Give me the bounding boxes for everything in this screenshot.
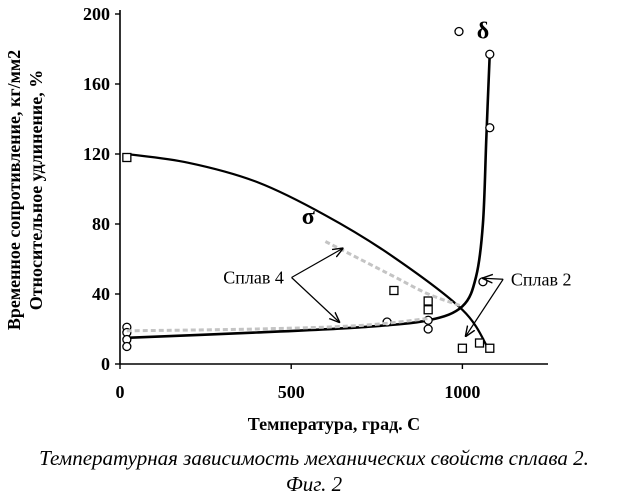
sigma-point (123, 154, 131, 162)
chart-svg: 0 40 80 120 160 200 0 500 1000 Температура, град.… (0, 0, 628, 440)
figure-caption: Температурная зависимость механических с… (0, 446, 628, 471)
y-tick-label: 160 (83, 74, 110, 94)
y-axis-title-1: Временное сопротивление, кг/мм2 (4, 50, 24, 330)
alloy-label: Сплав 4 (223, 268, 284, 288)
curve-symbol-label: δ (477, 19, 489, 45)
delta-point (424, 325, 432, 333)
x-tick-label: 500 (278, 382, 305, 402)
x-tick-label: 1000 (444, 382, 480, 402)
annotation-arrow (292, 278, 340, 323)
delta-curve (127, 53, 490, 338)
y-tick-label: 40 (92, 284, 110, 304)
sigma-point (458, 344, 466, 352)
y-axis-title-2: Относительное удлинение, % (26, 70, 46, 310)
annotation-arrow (466, 279, 503, 336)
x-axis-title: Температура, град. С (248, 414, 420, 434)
annotation-arrow (292, 249, 343, 278)
alloy4-curve (325, 242, 462, 307)
sigma-point (424, 297, 432, 305)
y-tick-label: 0 (101, 354, 110, 374)
y-tick-label: 200 (83, 4, 110, 24)
sigma-point (390, 287, 398, 295)
sigma-point (424, 306, 432, 314)
sigma-point (476, 339, 484, 347)
series-layer (123, 28, 494, 353)
curve-symbol-label: σ (302, 204, 315, 230)
delta-point (486, 124, 494, 132)
delta-point (123, 343, 131, 351)
delta-point (486, 50, 494, 58)
delta-point (455, 28, 463, 36)
y-tick-label: 80 (92, 214, 110, 234)
figure-label: Фиг. 2 (0, 472, 628, 497)
sigma-point (486, 344, 494, 352)
axes: 0 40 80 120 160 200 0 500 1000 Температура, град.… (4, 4, 548, 434)
x-tick-label: 0 (116, 382, 125, 402)
y-tick-label: 120 (83, 144, 110, 164)
alloy-label: Сплав 2 (511, 269, 572, 289)
